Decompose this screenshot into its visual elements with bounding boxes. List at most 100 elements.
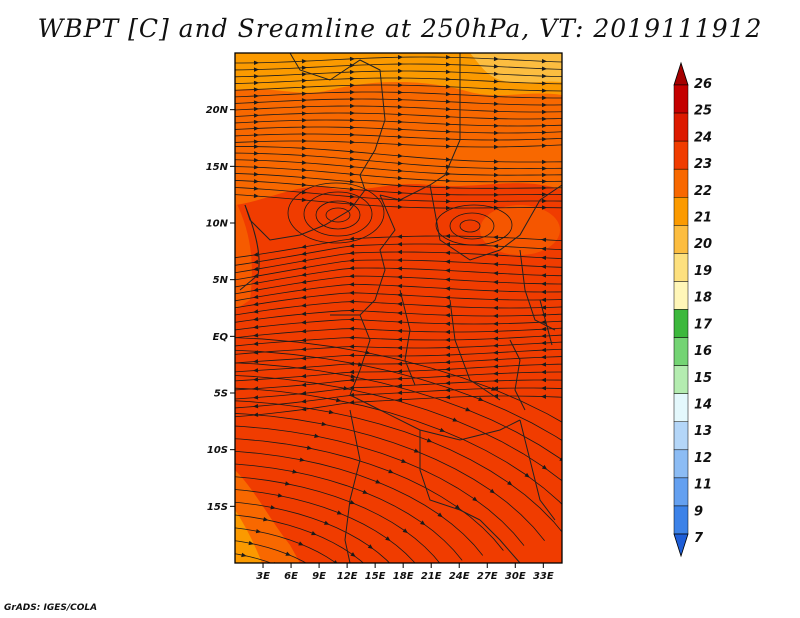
streamline-arrow [349, 103, 355, 109]
streamline-arrow [253, 316, 259, 322]
streamline-arrow [397, 112, 403, 117]
streamline-arrow [225, 348, 230, 353]
streamline-arrow [541, 340, 547, 346]
streamline-arrow [397, 257, 403, 263]
wbpt-field-band-20 [470, 53, 562, 83]
streamline-arrow [298, 576, 305, 583]
colorbar-swatch [673, 225, 689, 254]
streamline-arrow [445, 395, 451, 400]
streamline-arrow [253, 144, 259, 149]
streamline-arrow [375, 479, 381, 484]
streamline-arrow [301, 399, 307, 404]
streamline-arrow [397, 319, 403, 325]
streamline-arrow [349, 335, 355, 340]
streamline-arrow [445, 313, 451, 318]
streamline-arrow [301, 104, 307, 110]
streamline-arrow [298, 541, 304, 546]
streamline-arrow [397, 383, 403, 388]
colorbar-label: 12 [694, 451, 712, 466]
streamline-arrow [349, 290, 355, 295]
streamline-arrow [439, 427, 446, 432]
colorbar-label: 9 [694, 504, 703, 519]
streamline-arrow [445, 55, 451, 60]
streamline-arrow [301, 287, 307, 292]
streamline-arrow [493, 137, 499, 143]
streamline [235, 70, 562, 78]
streamline-arrow [311, 531, 317, 536]
colorbar-swatch [673, 140, 689, 170]
streamline-arrow [397, 161, 403, 166]
streamline-arrow [301, 145, 307, 151]
lat-tick-label: 15S [207, 502, 228, 513]
streamline-arrow [493, 288, 499, 294]
lat-tick-label: 5N [213, 275, 229, 286]
map-plot-area: 20N 15N 10N 5N EQ 5S 10S 15S 3E 6E 9E 12E 15E 18E 21E… [206, 52, 563, 583]
streamline-arrow [218, 423, 223, 428]
streamline [235, 91, 562, 99]
streamline-arrow [493, 297, 499, 302]
streamline-arrow [493, 329, 499, 334]
streamline-arrow [349, 308, 355, 313]
streamline [235, 275, 562, 295]
colorbar-label: 17 [694, 317, 713, 332]
streamline-arrow [284, 481, 291, 486]
streamline-arrow [445, 99, 451, 104]
streamline-arrow [349, 361, 355, 366]
streamline-arrow [493, 321, 499, 326]
streamline-arrow [253, 132, 259, 138]
streamline-arrow [493, 336, 499, 341]
colorbar-label: 19 [694, 264, 712, 279]
colorbar-label: 13 [694, 424, 712, 439]
streamline-arrow [349, 149, 355, 154]
colorbar-swatch [673, 84, 689, 114]
streamline-arrow [465, 407, 471, 412]
streamline-arrow [445, 352, 451, 358]
streamline-arrow [336, 397, 342, 403]
streamline-arrow [445, 171, 451, 177]
streamline-arrow [301, 265, 307, 270]
streamline-arrow [253, 333, 259, 338]
streamline-arrow [349, 326, 355, 331]
streamline-arrow [493, 393, 499, 399]
streamline-arrow [445, 192, 451, 197]
streamline [235, 514, 364, 563]
streamline-arrow [541, 246, 547, 252]
streamline [235, 425, 525, 546]
streamline-arrow [253, 395, 259, 400]
streamline-arrow [343, 385, 349, 391]
streamline-arrow [349, 400, 355, 405]
streamline-arrow [493, 252, 499, 258]
streamline-arrow [349, 194, 355, 199]
streamline-arrow [524, 472, 530, 478]
streamline-arrow [493, 280, 499, 285]
lat-tick-label: EQ [213, 332, 229, 343]
streamline-arrow [445, 345, 451, 350]
streamline-arrow [349, 56, 355, 62]
streamline-arrow [541, 354, 547, 360]
streamline-arrow [253, 359, 259, 364]
streamline-arrow [413, 448, 420, 453]
streamline-arrows [217, 55, 562, 583]
streamline-arrow [493, 123, 499, 128]
streamline-arrow [493, 79, 499, 84]
colorbar-swatch [673, 365, 689, 394]
streamline-arrow [321, 421, 327, 427]
streamline-arrow [445, 380, 451, 386]
streamline-arrow [478, 396, 484, 401]
streamline-arrow [493, 94, 499, 99]
streamline-arrow [397, 183, 403, 188]
streamline-arrow [253, 377, 259, 382]
streamline-arrow [362, 489, 368, 494]
streamline-arrow [397, 75, 403, 81]
plot-title: WBPT [C] and Sreamline at 250hPa, VT: 20… [37, 14, 763, 43]
streamline-arrow [493, 235, 499, 240]
streamline-arrow [217, 436, 222, 441]
streamline [235, 337, 562, 423]
streamline [235, 387, 562, 505]
streamline-arrow [397, 249, 403, 255]
streamline-arrow [541, 377, 547, 383]
streamline-arrow [349, 139, 355, 145]
streamline-arrow [397, 82, 403, 88]
streamline-arrow [253, 341, 259, 346]
streamline-arrow [445, 144, 451, 149]
